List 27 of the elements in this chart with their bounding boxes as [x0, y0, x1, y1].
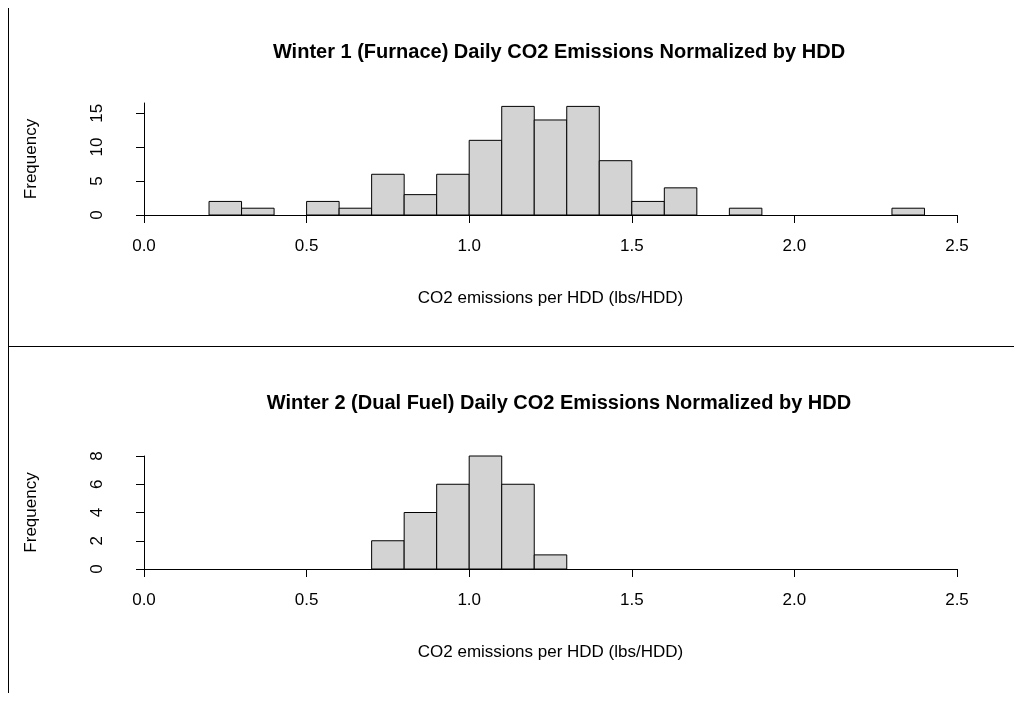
y-tick-label: 15 — [87, 103, 106, 123]
x-tick-label: 2.0 — [782, 590, 807, 609]
x-tick-label: 1.0 — [457, 590, 482, 609]
x-tick-label: 0.0 — [132, 590, 156, 609]
y-tick-label: 5 — [87, 176, 106, 186]
chart-title: Winter 2 (Dual Fuel) Daily CO2 Emissions Normalized by HDD — [266, 391, 852, 413]
y-tick-label: 8 — [87, 451, 106, 461]
x-tick-label: 1.5 — [619, 236, 644, 255]
x-tick-label: 0.5 — [294, 590, 319, 609]
x-tick-label: 0.0 — [132, 236, 156, 255]
y-tick-label: 0 — [87, 210, 106, 220]
x-axis-title: CO2 emissions per HDD (lbs/HDD) — [417, 288, 684, 307]
y-tick-label: 4 — [87, 507, 106, 518]
x-tick-label: 1.0 — [457, 236, 482, 255]
y-tick-label: 6 — [87, 479, 106, 489]
x-tick-label: 2.0 — [782, 236, 807, 255]
y-tick-label: 10 — [87, 137, 106, 157]
x-tick-label: 0.5 — [294, 236, 319, 255]
chart-title: Winter 1 (Furnace) Daily CO2 Emissions Normalized by HDD — [272, 40, 846, 62]
x-tick-label: 1.5 — [619, 590, 644, 609]
x-tick-label: 2.5 — [945, 236, 969, 255]
y-tick-label: 0 — [87, 564, 106, 574]
x-axis-title: CO2 emissions per HDD (lbs/HDD) — [417, 642, 684, 661]
x-tick-label: 2.5 — [945, 590, 969, 609]
y-axis-title: Frequency — [21, 118, 40, 200]
y-axis-title: Frequency — [21, 471, 40, 553]
y-tick-label: 2 — [87, 536, 106, 546]
